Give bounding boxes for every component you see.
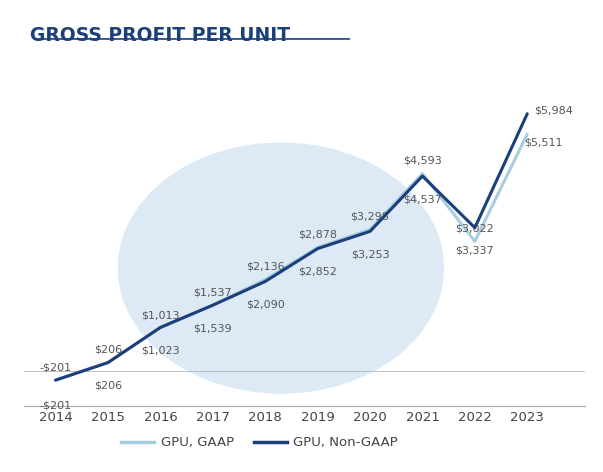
Legend: GPU, GAAP, GPU, Non-GAAP: GPU, GAAP, GPU, Non-GAAP	[116, 431, 403, 455]
Text: $2,878: $2,878	[298, 230, 337, 240]
Text: $1,537: $1,537	[194, 287, 232, 297]
Text: -$201: -$201	[40, 362, 72, 372]
Text: $3,022: $3,022	[455, 224, 494, 234]
Text: $206: $206	[94, 345, 122, 355]
Text: $2,852: $2,852	[298, 267, 337, 277]
Text: GROSS PROFIT PER UNIT: GROSS PROFIT PER UNIT	[30, 26, 290, 45]
Text: -$201: -$201	[40, 401, 72, 411]
Text: $3,337: $3,337	[455, 246, 494, 256]
Text: $1,013: $1,013	[141, 310, 180, 320]
Text: $1,023: $1,023	[141, 346, 180, 355]
Text: $4,593: $4,593	[403, 156, 442, 166]
Text: $4,537: $4,537	[403, 194, 442, 204]
Text: $3,298: $3,298	[350, 211, 390, 222]
Ellipse shape	[118, 143, 443, 393]
Text: $3,253: $3,253	[351, 249, 390, 260]
Text: $1,539: $1,539	[194, 323, 232, 333]
Text: $5,511: $5,511	[524, 137, 562, 147]
Text: $5,984: $5,984	[534, 105, 573, 115]
Text: $206: $206	[94, 381, 122, 391]
Text: $2,090: $2,090	[246, 300, 285, 310]
Text: $2,136: $2,136	[246, 261, 285, 272]
